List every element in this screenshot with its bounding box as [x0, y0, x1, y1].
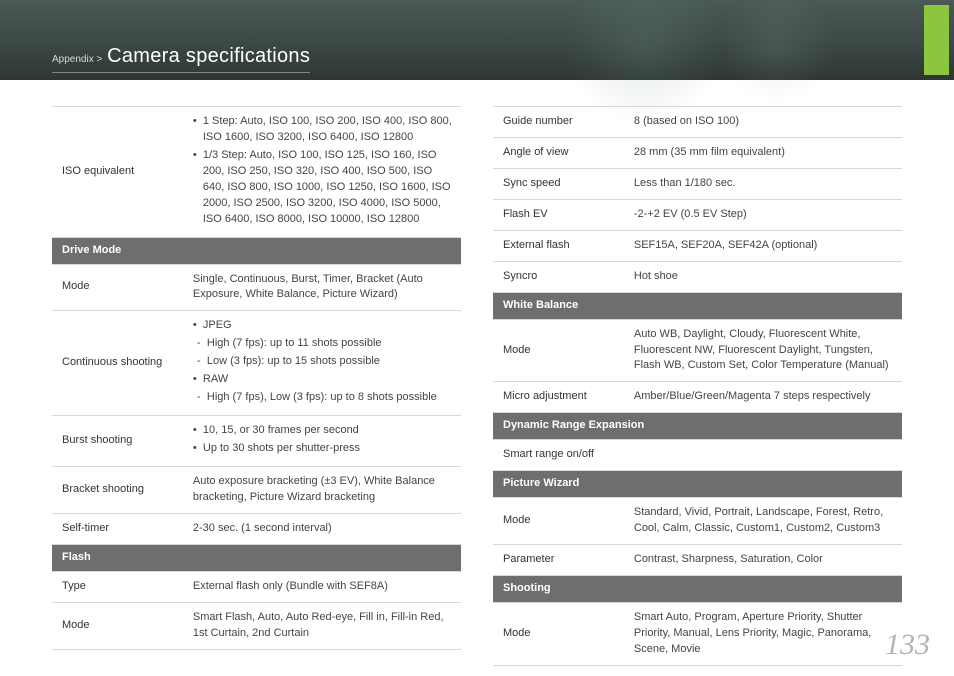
row-angle: Angle of view 28 mm (35 mm film equivale…: [493, 137, 902, 168]
iso-label: ISO equivalent: [52, 107, 183, 238]
iso-step2: 1/3 Step: Auto, ISO 100, ISO 125, ISO 16…: [193, 148, 455, 228]
spec-table-right: Guide number 8 (based on ISO 100) Angle …: [493, 106, 902, 666]
section-flash: Flash: [52, 544, 461, 571]
iso-value: 1 Step: Auto, ISO 100, ISO 200, ISO 400,…: [183, 107, 461, 238]
row-guide-number: Guide number 8 (based on ISO 100): [493, 107, 902, 138]
content-area: ISO equivalent 1 Step: Auto, ISO 100, IS…: [0, 80, 954, 666]
row-flash-ev: Flash EV -2-+2 EV (0.5 EV Step): [493, 199, 902, 230]
row-pw-mode: Mode Standard, Vivid, Portrait, Landscap…: [493, 498, 902, 545]
section-drive-mode: Drive Mode: [52, 237, 461, 264]
row-bracket: Bracket shooting Auto exposure bracketin…: [52, 466, 461, 513]
section-shooting: Shooting: [493, 575, 902, 602]
row-burst: Burst shooting 10, 15, or 30 frames per …: [52, 416, 461, 467]
row-dre-value: Smart range on/off: [493, 440, 902, 471]
left-column: ISO equivalent 1 Step: Auto, ISO 100, IS…: [52, 106, 461, 666]
row-pw-param: Parameter Contrast, Sharpness, Saturatio…: [493, 545, 902, 576]
section-dre: Dynamic Range Expansion: [493, 413, 902, 440]
right-column: Guide number 8 (based on ISO 100) Angle …: [493, 106, 902, 666]
row-iso: ISO equivalent 1 Step: Auto, ISO 100, IS…: [52, 107, 461, 238]
accent-bar: [924, 5, 949, 75]
row-shooting-mode: Mode Smart Auto, Program, Aperture Prior…: [493, 602, 902, 665]
row-external-flash: External flash SEF15A, SEF20A, SEF42A (o…: [493, 230, 902, 261]
cont-raw-detail: High (7 fps), Low (3 fps): up to 8 shots…: [193, 390, 455, 406]
cont-raw: RAW: [193, 372, 455, 388]
burst-fps: 10, 15, or 30 frames per second: [193, 423, 455, 439]
row-self-timer: Self-timer 2-30 sec. (1 second interval): [52, 513, 461, 544]
burst-shots: Up to 30 shots per shutter-press: [193, 441, 455, 457]
row-drive-mode: Mode Single, Continuous, Burst, Timer, B…: [52, 264, 461, 311]
section-white-balance: White Balance: [493, 292, 902, 319]
cont-jpeg: JPEG: [193, 318, 455, 334]
breadcrumb: Appendix >: [52, 54, 105, 65]
row-flash-type: Type External flash only (Bundle with SE…: [52, 571, 461, 602]
row-wb-mode: Mode Auto WB, Daylight, Cloudy, Fluoresc…: [493, 319, 902, 382]
row-wb-micro: Micro adjustment Amber/Blue/Green/Magent…: [493, 382, 902, 413]
cont-jpeg-low: Low (3 fps): up to 15 shots possible: [193, 354, 455, 370]
page-number: 133: [885, 628, 930, 662]
row-syncro: Syncro Hot shoe: [493, 261, 902, 292]
iso-step1: 1 Step: Auto, ISO 100, ISO 200, ISO 400,…: [193, 114, 455, 146]
row-flash-mode: Mode Smart Flash, Auto, Auto Red-eye, Fi…: [52, 602, 461, 649]
page-title: Camera specifications: [107, 45, 310, 67]
row-continuous: Continuous shooting JPEG High (7 fps): u…: [52, 311, 461, 416]
section-picture-wizard: Picture Wizard: [493, 471, 902, 498]
page-header: Appendix > Camera specifications: [0, 0, 954, 80]
spec-table-left: ISO equivalent 1 Step: Auto, ISO 100, IS…: [52, 106, 461, 650]
cont-jpeg-high: High (7 fps): up to 11 shots possible: [193, 336, 455, 352]
row-sync-speed: Sync speed Less than 1/180 sec.: [493, 168, 902, 199]
